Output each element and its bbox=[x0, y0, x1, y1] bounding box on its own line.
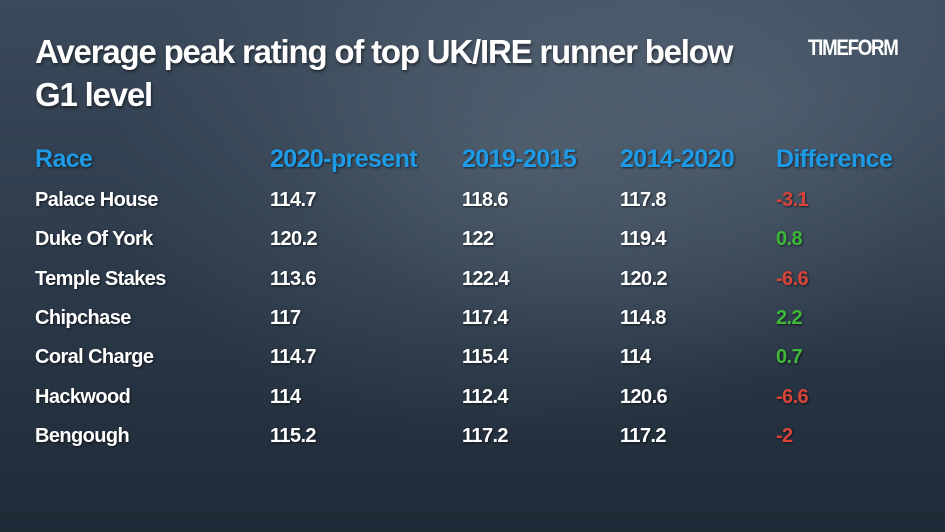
difference-value: 0.8 bbox=[776, 228, 803, 251]
rating-value: 115.4 bbox=[462, 346, 509, 369]
race-name: Hackwood bbox=[35, 385, 131, 408]
rating-value: 117.2 bbox=[462, 424, 509, 447]
table-row: Hackwood 114 112.4 120.6 -6.6 bbox=[0, 386, 945, 416]
rating-value: 117.8 bbox=[620, 189, 667, 211]
race-name: Coral Charge bbox=[35, 346, 154, 369]
column-header: 2020-present bbox=[270, 145, 418, 173]
rating-value: 114 bbox=[620, 346, 651, 369]
table-header: Race 2020-present 2019-2015 2014-2020 Differ… bbox=[0, 145, 945, 175]
rating-value: 112.4 bbox=[462, 385, 509, 408]
difference-value: -2 bbox=[776, 424, 793, 447]
difference-value: -3.1 bbox=[776, 189, 809, 211]
column-header: Difference bbox=[776, 145, 893, 173]
difference-value: 2.2 bbox=[776, 306, 803, 329]
timeform-logo: TIMEFORM bbox=[808, 35, 899, 60]
race-name: Duke Of York bbox=[35, 228, 153, 251]
rating-value: 113.6 bbox=[270, 267, 317, 290]
race-name: Temple Stakes bbox=[35, 267, 166, 290]
rating-value: 122.4 bbox=[462, 267, 510, 290]
table-row: Bengough 115.2 117.2 117.2 -2 bbox=[0, 425, 945, 455]
rating-value: 117.2 bbox=[620, 424, 667, 447]
column-header: Race bbox=[35, 145, 93, 173]
difference-value: -6.6 bbox=[776, 267, 809, 290]
difference-value: 0.7 bbox=[776, 346, 803, 369]
column-header: 2019-2015 bbox=[462, 145, 577, 173]
difference-value: -6.6 bbox=[776, 385, 809, 408]
rating-value: 117.4 bbox=[462, 306, 509, 329]
rating-value: 120.6 bbox=[620, 385, 668, 408]
rating-value: 120.2 bbox=[620, 267, 668, 290]
rating-value: 115.2 bbox=[270, 424, 317, 447]
rating-value: 118.6 bbox=[462, 189, 509, 211]
race-name: Bengough bbox=[35, 424, 130, 447]
rating-value: 114.7 bbox=[270, 189, 317, 211]
race-name: Palace House bbox=[35, 189, 158, 211]
race-name: Chipchase bbox=[35, 306, 131, 329]
table-row: Temple Stakes 113.6 122.4 120.2 -6.6 bbox=[0, 268, 945, 298]
chart-title: Average peak rating of top UK/IRE runner… bbox=[35, 33, 733, 113]
rating-value: 122 bbox=[462, 228, 494, 251]
column-header: 2014-2020 bbox=[620, 145, 735, 173]
rating-value: 114.8 bbox=[620, 306, 667, 329]
rating-value: 114.7 bbox=[270, 346, 317, 369]
table-row: Chipchase 117 117.4 114.8 2.2 bbox=[0, 307, 945, 337]
rating-value: 114 bbox=[270, 385, 301, 408]
rating-value: 119.4 bbox=[620, 228, 667, 251]
table-row: Palace House 114.7 118.6 117.8 -3.1 bbox=[0, 189, 945, 219]
table-row: Duke Of York 120.2 122 119.4 0.8 bbox=[0, 228, 945, 258]
rating-value: 120.2 bbox=[270, 228, 318, 251]
table-row: Coral Charge 114.7 115.4 114 0.7 bbox=[0, 346, 945, 376]
rating-value: 117 bbox=[270, 306, 301, 329]
